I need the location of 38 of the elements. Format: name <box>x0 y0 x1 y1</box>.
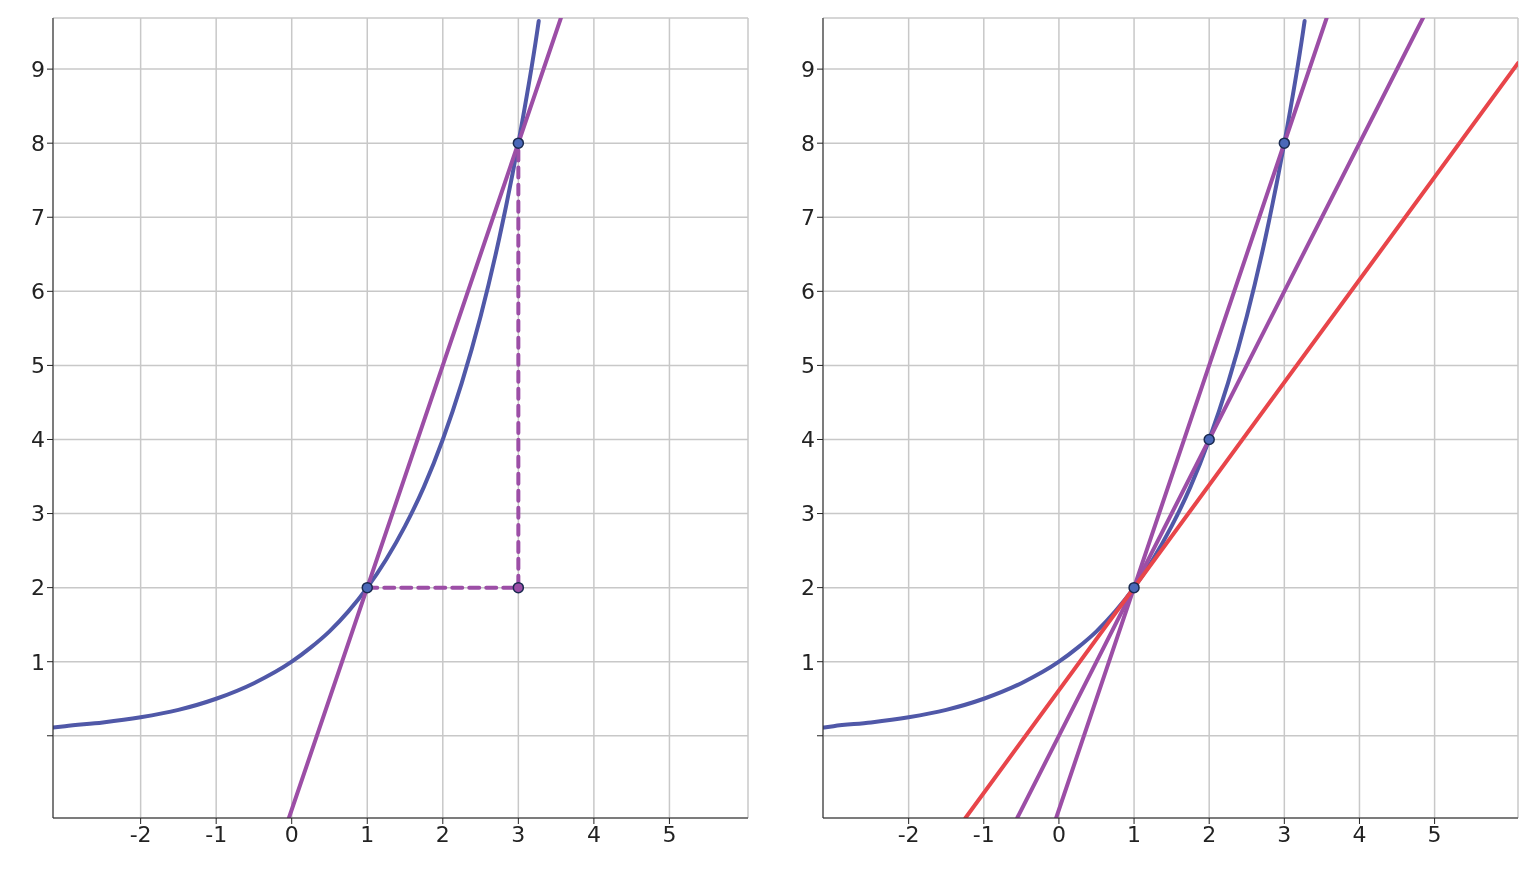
y-tick-label: 7 <box>801 205 815 231</box>
x-tick-label: -1 <box>205 821 228 847</box>
y-tick-label: 9 <box>31 56 45 82</box>
y-tick-label: 1 <box>801 649 815 675</box>
x-tick-label: 0 <box>1051 821 1066 847</box>
y-tick-label: 6 <box>31 279 45 305</box>
x-tick-label: -1 <box>972 821 995 847</box>
y-tick-label: 9 <box>801 56 815 82</box>
y-tick-label: 5 <box>801 353 815 379</box>
y-tick-label: 2 <box>31 575 45 601</box>
point <box>1128 581 1140 594</box>
x-tick-label: 1 <box>360 821 375 847</box>
y-tick-label: 8 <box>31 131 45 156</box>
y-tick-label: 3 <box>801 501 815 527</box>
y-tick-label: 1 <box>31 649 45 675</box>
point <box>1203 433 1215 446</box>
y-tick-label: 8 <box>801 131 815 156</box>
x-tick-label: 4 <box>586 821 601 847</box>
x-tick-label: 4 <box>1352 821 1367 847</box>
x-tick-label: 0 <box>284 821 299 847</box>
x-tick-label: 2 <box>435 821 450 847</box>
x-tick-label: 5 <box>1427 821 1442 847</box>
y-tick-label: 5 <box>31 353 45 379</box>
y-tick-label: 2 <box>801 575 815 601</box>
x-tick-label: 3 <box>1277 821 1292 847</box>
x-tick-label: 1 <box>1127 821 1142 847</box>
x-tick-label: 3 <box>511 821 526 847</box>
y-tick-label: 4 <box>31 427 45 453</box>
x-tick-label: 2 <box>1202 821 1217 847</box>
x-tick-label: 5 <box>662 821 677 847</box>
point <box>1278 137 1291 149</box>
y-tick-label: 4 <box>801 427 815 453</box>
x-tick-label: -2 <box>897 821 920 847</box>
x-tick-label: -2 <box>129 821 152 847</box>
y-tick-label: 3 <box>31 501 45 527</box>
line-series <box>53 18 541 730</box>
y-tick-label: 6 <box>801 279 815 305</box>
y-tick-label: 7 <box>31 205 45 231</box>
